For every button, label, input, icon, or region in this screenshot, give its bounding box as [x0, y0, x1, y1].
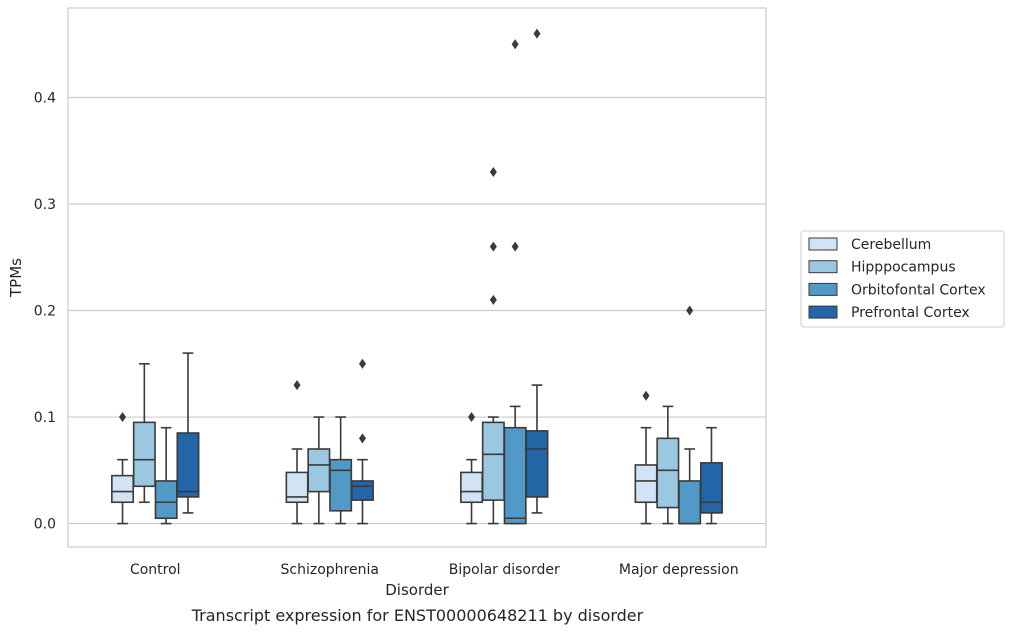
outlier-point	[489, 294, 497, 305]
x-tick-label: Schizophrenia	[281, 562, 379, 578]
box	[307, 448, 331, 493]
box-group	[111, 352, 200, 525]
box-group	[634, 305, 723, 525]
legend-swatch	[808, 260, 838, 274]
box	[111, 474, 135, 504]
y-tick-labels: 0.0 0.1 0.2 0.3 0.4	[34, 90, 56, 532]
y-tick-label: 0.0	[34, 517, 56, 533]
box-group	[460, 28, 549, 525]
legend-label: Prefrontal Cortex	[851, 305, 970, 321]
box	[656, 437, 680, 509]
y-axis-label: TPMs	[7, 258, 25, 298]
legend-frame	[800, 230, 1005, 328]
box	[154, 480, 178, 520]
box	[285, 471, 309, 504]
x-tick-label: Major depression	[619, 562, 739, 578]
outlier-point	[358, 358, 366, 369]
x-tick-labels: Control Schizophrenia Bipolar disorder Majo…	[130, 562, 739, 578]
outlier-point	[642, 390, 650, 401]
outlier-point	[468, 412, 476, 423]
outlier-point	[489, 167, 497, 178]
box	[350, 480, 374, 501]
outlier-point	[489, 241, 497, 252]
box	[176, 432, 200, 498]
box-groups	[111, 28, 723, 525]
box	[634, 464, 658, 504]
y-tick-label: 0.2	[34, 304, 56, 320]
legend-swatch	[808, 237, 838, 251]
legend-label: Hipppocampus	[851, 260, 956, 276]
legend-swatch	[808, 305, 838, 319]
y-tick-label: 0.4	[34, 90, 56, 106]
box	[699, 462, 723, 514]
outlier-point	[511, 39, 519, 50]
x-tick-label: Control	[130, 562, 181, 578]
legend-label: Cerebellum	[851, 237, 931, 253]
outlier-point	[511, 241, 519, 252]
box	[329, 458, 353, 512]
y-tick-label: 0.1	[34, 410, 56, 426]
chart-caption: Transcript expression for ENST0000064821…	[191, 606, 644, 625]
box	[525, 430, 549, 498]
box	[132, 421, 156, 488]
box	[503, 426, 527, 525]
box	[481, 421, 505, 501]
plot-frame	[67, 7, 767, 548]
legend-swatch	[808, 282, 838, 296]
box	[460, 471, 484, 504]
outlier-point	[119, 412, 127, 423]
legend: Cerebellum Hipppocampus Orbitofontal Corte…	[800, 230, 1005, 328]
box	[678, 480, 702, 525]
outlier-point	[358, 433, 366, 444]
y-tick-label: 0.3	[34, 197, 56, 213]
x-tick-label: Bipolar disorder	[449, 562, 560, 578]
x-axis-label: Disorder	[385, 581, 449, 599]
legend-label: Orbitofontal Cortex	[851, 282, 986, 298]
outlier-point	[533, 28, 541, 39]
outlier-point	[293, 380, 301, 391]
outlier-point	[686, 305, 694, 316]
box-group	[285, 358, 374, 525]
